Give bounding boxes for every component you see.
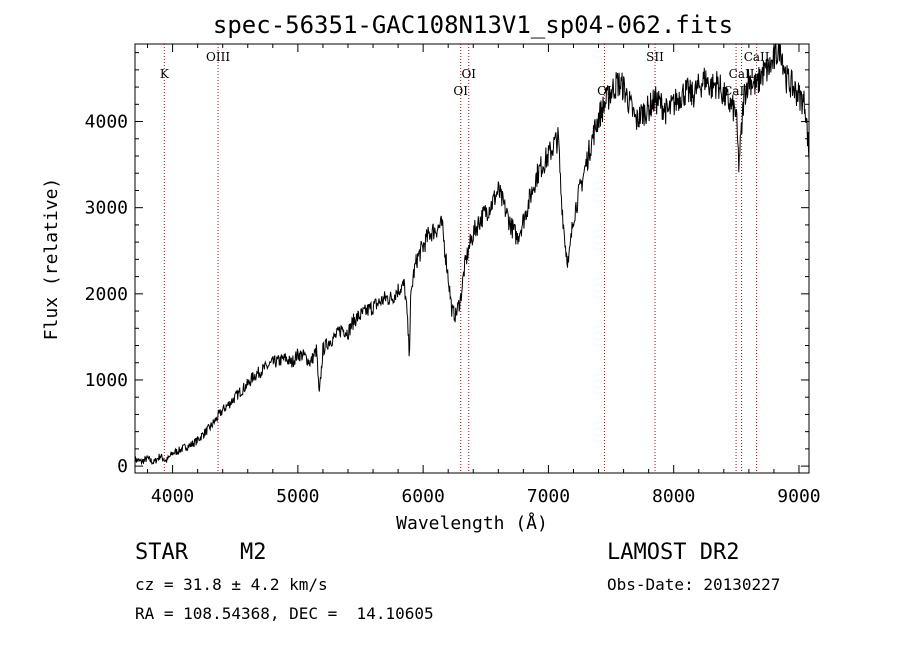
object-class: STAR bbox=[135, 540, 188, 565]
line-marker-label: OIII bbox=[206, 50, 230, 64]
survey-name: LAMOST DR2 bbox=[607, 540, 740, 565]
y-tick-label: 4000 bbox=[85, 112, 128, 133]
y-tick-label: 3000 bbox=[85, 198, 128, 219]
subclass: M2 bbox=[240, 540, 267, 565]
y-tick-label: 0 bbox=[117, 456, 128, 477]
x-tick-label: 4000 bbox=[151, 486, 194, 507]
redshift-cz: cz = 31.8 ± 4.2 km/s bbox=[135, 575, 328, 594]
y-axis-label: Flux (relative) bbox=[41, 178, 62, 341]
x-tick-label: 9000 bbox=[777, 486, 820, 507]
x-tick-label: 6000 bbox=[401, 486, 444, 507]
obs-date: Obs-Date: 20130227 bbox=[607, 575, 781, 594]
coordinates: RA = 108.54368, DEC = 14.10605 bbox=[135, 604, 434, 623]
axis-ticks: 4000 5000 6000 7000 8000 9000 0 1000 2000 3000 400… bbox=[85, 44, 821, 507]
line-marker-label: OI bbox=[453, 84, 468, 98]
spectrum-line bbox=[134, 43, 810, 466]
line-marker-label: SII bbox=[646, 50, 664, 64]
line-marker-label: CaII bbox=[723, 84, 749, 98]
y-tick-label: 1000 bbox=[85, 370, 128, 391]
x-tick-label: 5000 bbox=[276, 486, 319, 507]
line-marker-label: OI bbox=[461, 67, 476, 81]
chart-title: spec-56351-GAC108N13V1_sp04-062.fits bbox=[213, 11, 733, 39]
y-tick-label: 2000 bbox=[85, 284, 128, 305]
x-axis-label: Wavelength (Å) bbox=[396, 512, 548, 534]
plot-frame bbox=[134, 43, 810, 474]
line-marker-label: K bbox=[160, 67, 170, 81]
line-marker-label: CaII bbox=[744, 50, 770, 64]
x-tick-label: 8000 bbox=[652, 486, 695, 507]
x-tick-label: 7000 bbox=[527, 486, 570, 507]
